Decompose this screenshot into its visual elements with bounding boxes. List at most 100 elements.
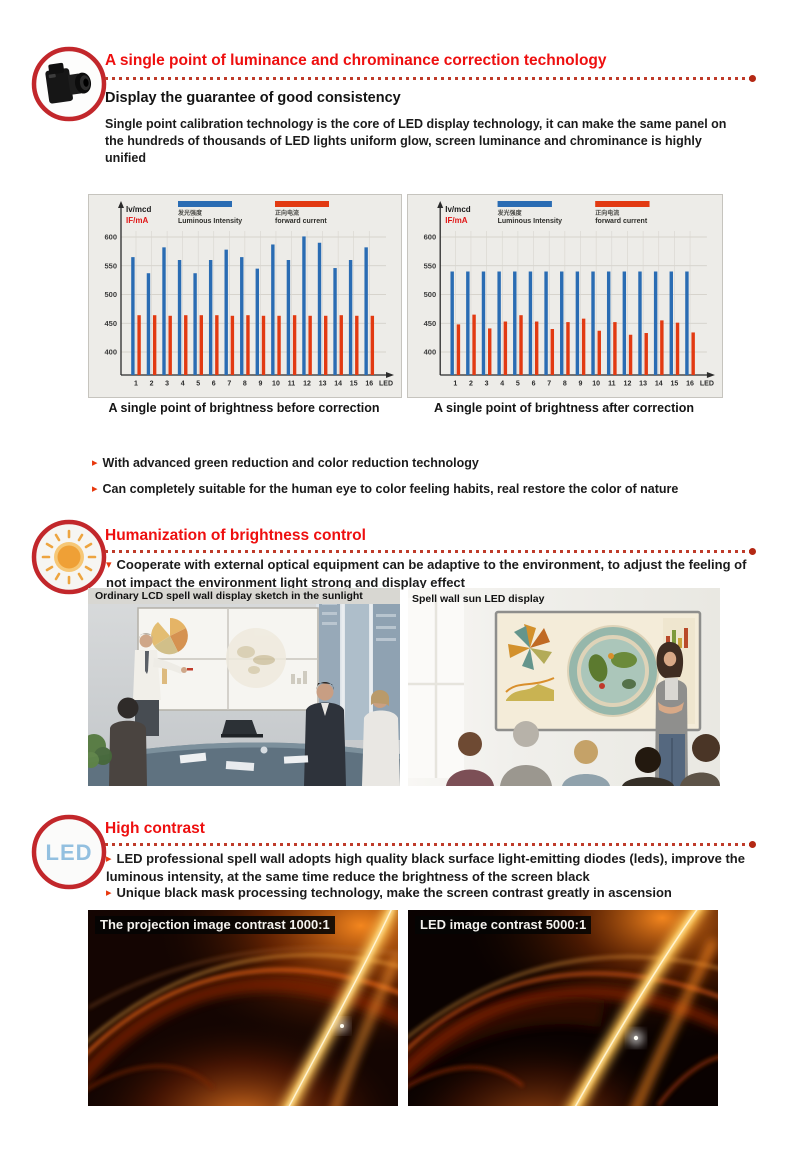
svg-text:8: 8 (563, 381, 567, 388)
chart-caption-after: A single point of brightness after corre… (434, 401, 694, 415)
section-title-contrast: High contrast (105, 820, 205, 837)
table-props (179, 746, 309, 771)
bullet-text: Cooperate with external optical equipmen… (106, 557, 747, 590)
svg-text:12: 12 (624, 381, 632, 388)
svg-text:13: 13 (319, 381, 327, 388)
svg-text:400: 400 (104, 348, 117, 357)
photo-label: Ordinary LCD spell wall display sketch i… (88, 588, 400, 604)
svg-text:forward current: forward current (275, 218, 327, 225)
svg-text:LED: LED (700, 381, 714, 388)
image-label: LED image contrast 5000:1 (415, 916, 592, 935)
svg-text:4: 4 (500, 381, 504, 388)
svg-text:500: 500 (104, 290, 117, 299)
svg-text:发光强度: 发光强度 (497, 209, 523, 217)
svg-text:forward current: forward current (595, 218, 648, 225)
bullet-item: ▾︎ Cooperate with external optical equipm… (106, 556, 758, 591)
svg-text:Luminous Intensity: Luminous Intensity (498, 218, 563, 225)
svg-text:14: 14 (334, 381, 342, 388)
bullet-item: ▸ Unique black mask processing technology… (106, 884, 766, 902)
bullet-text: Can completely suitable for the human ey… (102, 482, 679, 496)
svg-text:6: 6 (532, 381, 536, 388)
bullet-arrow-icon: ▸ (106, 853, 112, 865)
led-icon: LED (30, 813, 108, 891)
svg-text:16: 16 (365, 381, 373, 388)
svg-text:2: 2 (469, 381, 473, 388)
svg-text:5: 5 (196, 381, 200, 388)
svg-text:500: 500 (424, 290, 437, 299)
svg-text:11: 11 (608, 381, 616, 388)
bullet-text: LED professional spell wall adopts high … (106, 851, 745, 884)
sun-icon (30, 518, 108, 596)
photo-label: Spell wall sun LED display (412, 593, 545, 605)
lcd-video-wall (137, 607, 319, 711)
led-display-wall (494, 610, 702, 732)
svg-text:Iv/mcd: Iv/mcd (445, 205, 471, 214)
bullet-text: Unique black mask processing technology,… (116, 885, 672, 900)
svg-text:15: 15 (670, 381, 678, 388)
bullet-arrow-icon: ▸ (106, 887, 112, 899)
svg-text:550: 550 (424, 261, 437, 270)
svg-text:1: 1 (453, 381, 457, 388)
bullet-arrow-icon: ▸ (92, 457, 98, 469)
image-projection-contrast: The projection image contrast 1000:1 (88, 910, 398, 1106)
svg-text:正向电流: 正向电流 (595, 209, 619, 217)
image-label: The projection image contrast 1000:1 (95, 916, 335, 935)
camera-icon (30, 45, 108, 123)
svg-text:IF/mA: IF/mA (445, 216, 468, 225)
svg-text:10: 10 (592, 381, 600, 388)
divider-end-dot (749, 548, 756, 555)
svg-text:5: 5 (516, 381, 520, 388)
svg-text:400: 400 (424, 348, 437, 357)
svg-text:9: 9 (579, 381, 583, 388)
window-light (408, 598, 464, 778)
bullet-text: With advanced green reduction and color … (102, 456, 479, 470)
bullet-item: ▸ With advanced green reduction and color… (92, 455, 762, 472)
svg-text:2: 2 (150, 381, 154, 388)
plant (88, 734, 112, 768)
svg-text:9: 9 (258, 381, 262, 388)
svg-text:IF/mA: IF/mA (126, 216, 148, 225)
svg-text:13: 13 (639, 381, 647, 388)
svg-text:8: 8 (243, 381, 247, 388)
svg-text:15: 15 (350, 381, 358, 388)
svg-text:550: 550 (104, 261, 117, 270)
svg-text:600: 600 (424, 233, 437, 242)
svg-text:3: 3 (165, 381, 169, 388)
svg-text:正向电流: 正向电流 (275, 209, 299, 217)
svg-text:LED: LED (379, 381, 393, 388)
dotted-divider (105, 548, 756, 555)
svg-text:450: 450 (424, 319, 437, 328)
chart-before-correction: 400 450 500 550 600 Iv/mcd IF/mA 发光强度 Luminous I… (88, 194, 402, 398)
bullet-arrow-icon: ▸ (92, 483, 98, 495)
svg-text:14: 14 (655, 381, 663, 388)
svg-text:600: 600 (104, 233, 117, 242)
svg-text:11: 11 (288, 381, 296, 388)
svg-text:6: 6 (212, 381, 216, 388)
presenter-woman (655, 641, 688, 786)
svg-text:16: 16 (686, 381, 694, 388)
bullet-item: ▸ Can completely suitable for the human e… (92, 481, 782, 498)
audience (446, 721, 720, 786)
section-body: Single point calibration technology is t… (105, 117, 727, 165)
section-title-brightness: Humanization of brightness control (105, 527, 366, 544)
dotted-divider (105, 75, 756, 82)
svg-text:发光强度: 发光强度 (177, 209, 203, 217)
divider-end-dot (749, 841, 756, 848)
section-subtitle: Display the guarantee of good consistenc… (105, 90, 401, 106)
svg-text:10: 10 (272, 381, 280, 388)
svg-text:12: 12 (303, 381, 311, 388)
svg-text:7: 7 (547, 381, 551, 388)
meeting-people (109, 682, 400, 786)
divider-end-dot (749, 75, 756, 82)
photo-lcd-sunlight: Ordinary LCD spell wall display sketch i… (88, 588, 400, 786)
svg-text:3: 3 (485, 381, 489, 388)
image-led-contrast: LED image contrast 5000:1 (408, 910, 718, 1106)
rose-chart (508, 624, 552, 670)
bullet-arrow-icon: ▾︎ (106, 559, 112, 571)
svg-text:7: 7 (227, 381, 231, 388)
svg-text:4: 4 (181, 381, 185, 388)
chart-caption-before: A single point of brightness before corr… (108, 401, 380, 415)
svg-text:LED: LED (46, 840, 93, 865)
svg-text:1: 1 (134, 381, 138, 388)
